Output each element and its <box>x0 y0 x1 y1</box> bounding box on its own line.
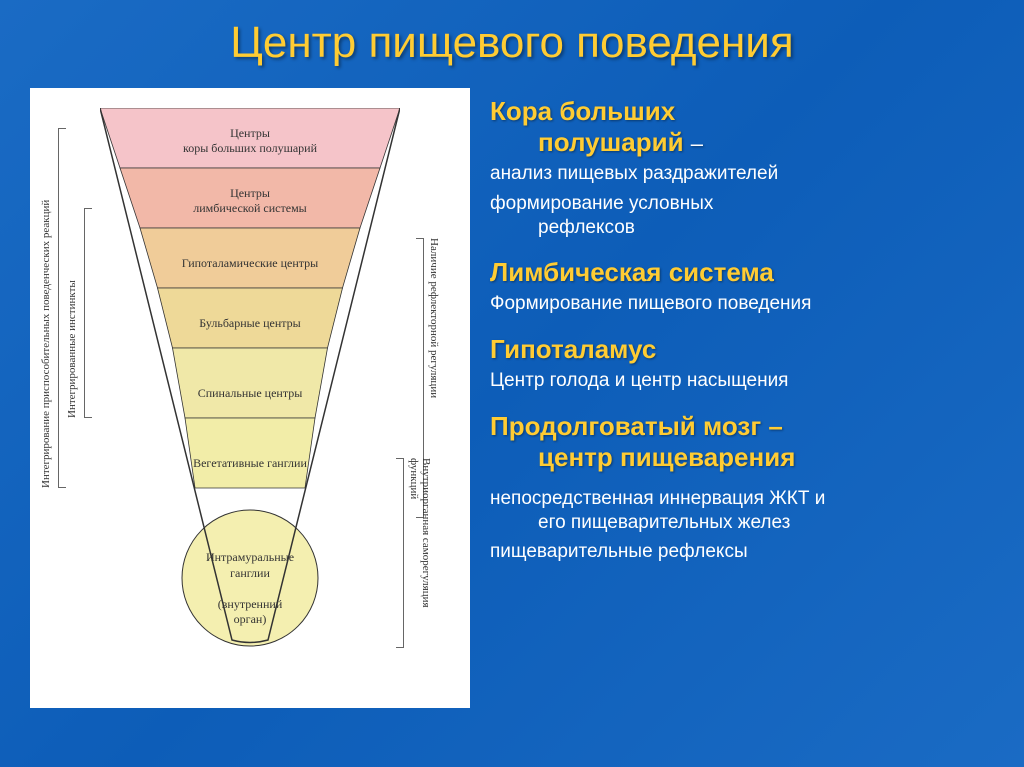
layer-label: Центрылимбической системы <box>100 186 400 216</box>
layer-label: Спинальные центры <box>100 386 400 401</box>
content-row: Центрыкоры больших полушарий Центрылимбич… <box>0 68 1024 708</box>
bracket <box>84 208 92 418</box>
layer-label: Бульбарные центры <box>100 316 400 331</box>
heading-hypothalamus: Гипоталамус <box>490 334 994 365</box>
funnel-diagram: Центрыкоры больших полушарий Центрылимбич… <box>30 88 470 708</box>
body-line: непосредственная иннервация ЖКТ и его пи… <box>490 487 994 535</box>
body-line: анализ пищевых раздражителей <box>490 162 994 186</box>
bracket <box>396 458 404 648</box>
layer-label: Вегетативные ганглии <box>100 456 400 471</box>
side-label-left: Интегрирование приспособительных поведен… <box>40 128 52 488</box>
bracket <box>58 128 66 488</box>
section-limbic: Лимбическая система Формирование пищевог… <box>490 257 994 316</box>
slide-title: Центр пищевого поведения <box>0 0 1024 68</box>
side-label-right: Внутриорганная саморегуляция функций <box>408 458 432 648</box>
cone-container: Центрыкоры больших полушарий Центрылимбич… <box>100 108 400 668</box>
layer-label: Гипоталамические центры <box>100 256 400 271</box>
circle-label: Интрамуральныеганглии(внутреннийорган) <box>100 550 400 628</box>
heading-medulla: Продолговатый мозг – центр пищеварения <box>490 411 994 473</box>
body-line: Центр голода и центр насыщения <box>490 369 994 393</box>
body-line: Формирование пищевого поведения <box>490 292 994 316</box>
body-line: пищеварительные рефлексы <box>490 540 994 564</box>
side-label-left: Интегрированные инстинкты <box>66 208 78 418</box>
body-line: формирование условных рефлексов <box>490 192 994 240</box>
heading-cortex: Кора больших полушарий – <box>490 96 994 158</box>
section-hypothalamus: Гипоталамус Центр голода и центр насыщен… <box>490 334 994 393</box>
section-medulla: Продолговатый мозг – центр пищеварения н… <box>490 411 994 564</box>
layer-label: Центрыкоры больших полушарий <box>100 126 400 156</box>
section-cortex: Кора больших полушарий – анализ пищевых … <box>490 96 994 239</box>
heading-limbic: Лимбическая система <box>490 257 994 288</box>
text-column: Кора больших полушарий – анализ пищевых … <box>490 88 994 708</box>
